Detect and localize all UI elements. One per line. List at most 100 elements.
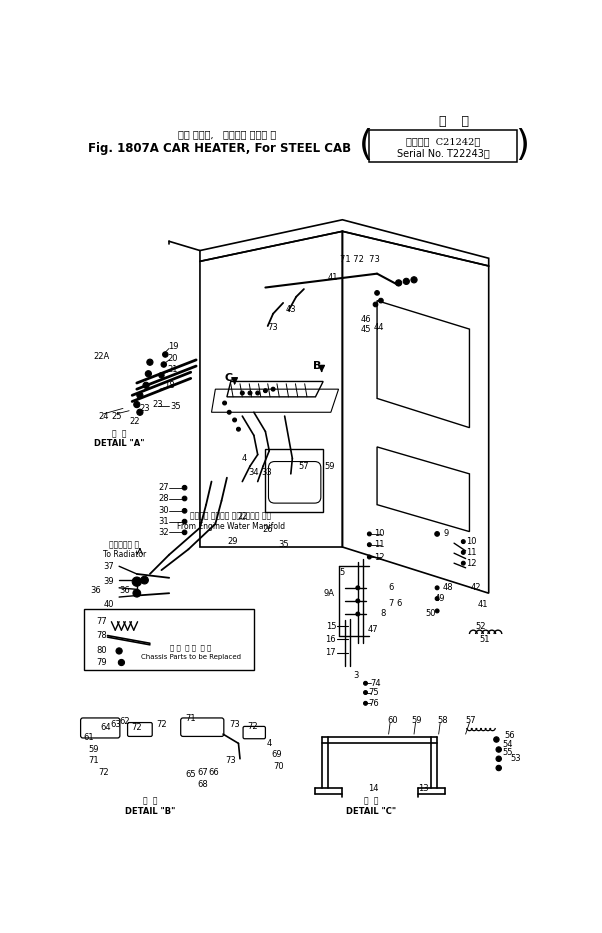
Text: 41: 41 bbox=[478, 600, 489, 609]
Text: 61: 61 bbox=[83, 732, 94, 742]
Text: 5: 5 bbox=[340, 568, 345, 577]
Text: 26: 26 bbox=[262, 524, 273, 534]
Text: 65: 65 bbox=[185, 770, 196, 779]
Circle shape bbox=[411, 277, 417, 283]
Text: 66: 66 bbox=[208, 768, 219, 777]
Text: 31: 31 bbox=[158, 517, 169, 526]
Text: 39: 39 bbox=[104, 578, 114, 586]
Text: 40: 40 bbox=[104, 600, 114, 609]
Text: 11: 11 bbox=[374, 540, 385, 550]
Text: 63: 63 bbox=[110, 719, 120, 729]
Text: 35: 35 bbox=[278, 540, 288, 550]
Text: 64: 64 bbox=[101, 723, 111, 732]
Circle shape bbox=[367, 555, 371, 559]
Text: 22: 22 bbox=[237, 512, 247, 522]
Text: ラジエータ へ: ラジエータ へ bbox=[110, 541, 140, 550]
Circle shape bbox=[461, 539, 465, 544]
Circle shape bbox=[145, 370, 152, 377]
Text: 43: 43 bbox=[285, 304, 296, 313]
Circle shape bbox=[396, 280, 402, 286]
Circle shape bbox=[133, 590, 141, 597]
Circle shape bbox=[374, 290, 379, 295]
Text: エンジン ウォータ マニホールド より: エンジン ウォータ マニホールド より bbox=[190, 512, 272, 521]
Text: Chassis Parts to be Replaced: Chassis Parts to be Replaced bbox=[141, 654, 241, 661]
Text: To Radiator: To Radiator bbox=[103, 550, 146, 559]
Text: 35: 35 bbox=[170, 401, 181, 411]
Text: 25: 25 bbox=[111, 411, 122, 421]
Text: 80: 80 bbox=[96, 647, 107, 656]
Circle shape bbox=[119, 660, 125, 665]
Text: 12: 12 bbox=[374, 552, 385, 562]
Text: 22: 22 bbox=[129, 417, 140, 426]
Text: 71: 71 bbox=[185, 715, 196, 723]
Circle shape bbox=[496, 765, 501, 771]
Text: 37: 37 bbox=[104, 562, 114, 571]
Text: 10: 10 bbox=[467, 537, 477, 546]
Text: 78: 78 bbox=[96, 631, 107, 640]
FancyBboxPatch shape bbox=[181, 718, 224, 736]
Circle shape bbox=[248, 391, 252, 395]
Text: 48: 48 bbox=[442, 583, 453, 592]
Text: 74: 74 bbox=[370, 679, 381, 688]
Circle shape bbox=[494, 737, 499, 743]
Text: 56: 56 bbox=[504, 731, 515, 740]
Text: 16: 16 bbox=[326, 635, 336, 644]
Circle shape bbox=[228, 411, 231, 414]
Text: 50: 50 bbox=[426, 609, 436, 619]
Text: 59: 59 bbox=[412, 716, 423, 725]
Text: 28: 28 bbox=[158, 494, 169, 503]
Circle shape bbox=[137, 410, 143, 415]
Circle shape bbox=[223, 401, 226, 405]
Text: 60: 60 bbox=[387, 716, 398, 725]
Circle shape bbox=[364, 690, 367, 694]
Text: 27: 27 bbox=[158, 483, 169, 493]
Circle shape bbox=[403, 278, 409, 285]
Text: 51: 51 bbox=[480, 635, 490, 644]
Text: カー ヒータ,   スチール キャブ 用: カー ヒータ, スチール キャブ 用 bbox=[178, 131, 276, 140]
Text: 4: 4 bbox=[242, 454, 247, 463]
Text: 8: 8 bbox=[380, 609, 386, 619]
Text: (: ( bbox=[358, 128, 373, 162]
Text: 34: 34 bbox=[249, 467, 259, 477]
Text: 62: 62 bbox=[119, 717, 130, 726]
Text: C: C bbox=[225, 372, 232, 383]
Text: 18: 18 bbox=[164, 381, 175, 390]
FancyBboxPatch shape bbox=[370, 130, 517, 162]
Circle shape bbox=[134, 401, 140, 408]
Text: 10: 10 bbox=[374, 529, 385, 538]
Text: 70: 70 bbox=[273, 762, 284, 771]
Text: 29: 29 bbox=[227, 537, 238, 546]
Text: 71 72  73: 71 72 73 bbox=[340, 256, 380, 264]
Text: 車 体  部 品  交 換: 車 体 部 品 交 換 bbox=[170, 643, 211, 651]
Text: 69: 69 bbox=[272, 750, 282, 759]
Circle shape bbox=[256, 391, 259, 395]
Text: 73: 73 bbox=[225, 756, 236, 765]
Circle shape bbox=[141, 577, 148, 584]
Circle shape bbox=[240, 391, 244, 395]
Text: 19: 19 bbox=[168, 342, 178, 352]
Text: 53: 53 bbox=[510, 754, 521, 763]
Text: 46: 46 bbox=[360, 315, 371, 325]
Circle shape bbox=[137, 392, 143, 398]
Text: 72: 72 bbox=[98, 768, 109, 777]
Text: 76: 76 bbox=[368, 699, 379, 708]
Text: 67: 67 bbox=[197, 768, 208, 777]
Circle shape bbox=[356, 586, 360, 590]
Text: 21: 21 bbox=[168, 366, 178, 374]
Text: 22A: 22A bbox=[93, 353, 110, 361]
Text: 9: 9 bbox=[444, 529, 449, 538]
Text: 54: 54 bbox=[503, 741, 513, 749]
Text: 73: 73 bbox=[268, 323, 279, 332]
Text: 詳  細: 詳 細 bbox=[112, 429, 126, 439]
Text: ): ) bbox=[515, 128, 529, 162]
Circle shape bbox=[373, 302, 378, 307]
Text: －  －: － － bbox=[439, 115, 469, 128]
Text: Serial No. T22243～: Serial No. T22243～ bbox=[397, 148, 489, 159]
Text: DETAIL "C": DETAIL "C" bbox=[346, 807, 396, 815]
Circle shape bbox=[233, 418, 237, 422]
Text: 詳  細: 詳 細 bbox=[364, 797, 378, 805]
Text: 20: 20 bbox=[168, 354, 178, 363]
Text: 68: 68 bbox=[197, 780, 208, 788]
Text: 4: 4 bbox=[267, 739, 272, 748]
FancyBboxPatch shape bbox=[84, 608, 254, 670]
